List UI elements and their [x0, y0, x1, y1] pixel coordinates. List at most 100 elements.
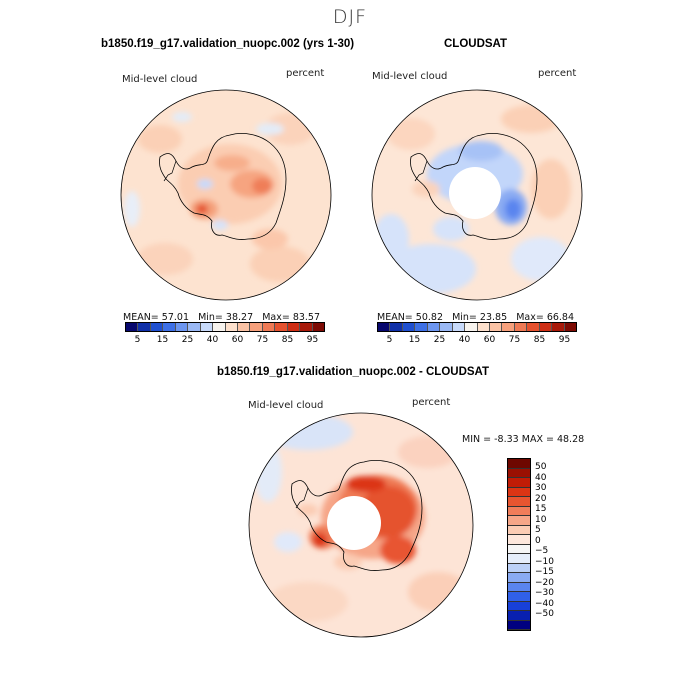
colorbar-swatch	[538, 323, 552, 331]
colorbar-model	[125, 322, 325, 332]
stats-line-model: MEAN= 57.01 Min= 38.27 Max= 83.57	[123, 312, 321, 323]
panel-title-cloudsat: CLOUDSAT	[444, 38, 508, 50]
colorbar-swatch	[464, 323, 477, 331]
colorbar-swatch	[414, 323, 427, 331]
colorbar-ticks-model: 5 15 25 40 60 75 85 95	[125, 335, 325, 347]
colorbar-swatch	[508, 468, 530, 478]
field-label: Mid-level cloud	[372, 71, 448, 82]
colorbar-swatch	[508, 487, 530, 497]
colorbar-swatch	[249, 323, 262, 331]
colorbar-tick-label: 75	[256, 335, 269, 345]
colorbar-tick-label: −5	[535, 546, 549, 556]
unit-label: percent	[538, 68, 577, 79]
colorbar-difference	[507, 458, 531, 631]
colorbar-swatch	[162, 323, 175, 331]
colorbar-swatch	[508, 525, 530, 535]
colorbar-swatch	[551, 323, 564, 331]
colorbar-swatch	[126, 323, 138, 331]
colorbar-swatch	[137, 323, 150, 331]
colorbar-tick-label: −10	[535, 556, 554, 567]
colorbar-tick-label: 15	[408, 335, 421, 345]
colorbar-swatch	[274, 323, 287, 331]
colorbar-tick-label: 40	[458, 335, 471, 345]
colorbar-tick-label: −30	[535, 588, 554, 598]
colorbar-swatch	[508, 535, 530, 545]
colorbar-swatch	[236, 323, 250, 331]
panel-title-model: b1850.f19_g17.validation_nuopc.002 (yrs …	[101, 38, 355, 50]
colorbar-cloudsat	[377, 322, 577, 332]
field-label: Mid-level cloud	[248, 400, 324, 411]
colorbar-swatch	[401, 323, 415, 331]
colorbar-swatch	[508, 582, 530, 592]
colorbar-tick-label: −20	[535, 577, 554, 588]
page-title: DJF	[332, 6, 368, 28]
colorbar-swatch	[149, 323, 163, 331]
colorbar-swatch	[439, 323, 452, 331]
colorbar-swatch	[508, 478, 530, 488]
colorbar-swatch	[508, 592, 530, 602]
stats-line-cloudsat: MEAN= 50.82 Min= 23.85 Max= 66.84	[377, 312, 575, 323]
colorbar-tick-label: 0	[535, 535, 541, 546]
colorbar-tick-label: 5	[386, 335, 393, 345]
colorbar-tick-label: 40	[535, 472, 547, 483]
colorbar-swatch	[508, 563, 530, 573]
colorbar-swatch	[508, 611, 530, 621]
colorbar-swatch	[299, 323, 312, 331]
colorbar-ticks-difference: 50 40 30 20 15 10 5 0 −5 −10 −15 −20 −30 −40 −50	[535, 458, 575, 628]
colorbar-swatch	[508, 506, 530, 516]
colorbar-swatch	[508, 573, 530, 583]
colorbar-swatch	[508, 620, 530, 630]
colorbar-swatch	[389, 323, 402, 331]
map-model-polar	[120, 89, 332, 301]
colorbar-tick-label: 60	[231, 335, 244, 345]
colorbar-tick-label: 15	[535, 504, 547, 514]
colorbar-tick-label: 25	[181, 335, 194, 345]
unit-label: percent	[286, 68, 325, 79]
map-cloudsat-polar	[371, 89, 583, 301]
colorbar-swatch	[508, 544, 530, 554]
colorbar-swatch	[451, 323, 465, 331]
colorbar-tick-label: 95	[558, 335, 571, 345]
colorbar-ticks-cloudsat: 5 15 25 40 60 75 85 95	[377, 335, 577, 347]
colorbar-tick-label: 25	[433, 335, 446, 345]
colorbar-swatch	[426, 323, 440, 331]
colorbar-swatch	[508, 601, 530, 611]
colorbar-tick-label: 5	[134, 335, 141, 345]
colorbar-tick-label: 15	[156, 335, 169, 345]
colorbar-swatch	[286, 323, 300, 331]
colorbar-tick-label: 85	[281, 335, 294, 345]
colorbar-tick-label: −50	[535, 609, 554, 619]
colorbar-tick-label: −15	[535, 567, 554, 577]
colorbar-swatch	[378, 323, 390, 331]
colorbar-tick-label: 20	[535, 493, 547, 504]
colorbar-swatch	[508, 459, 530, 469]
colorbar-swatch	[174, 323, 188, 331]
panel-title-difference: b1850.f19_g17.validation_nuopc.002 - CLO…	[217, 366, 490, 378]
map-difference-polar	[248, 412, 474, 638]
colorbar-swatch	[508, 497, 530, 507]
colorbar-tick-label: 85	[533, 335, 546, 345]
colorbar-tick-label: 10	[535, 514, 547, 525]
colorbar-swatch	[526, 323, 539, 331]
colorbar-swatch	[199, 323, 213, 331]
colorbar-tick-label: −40	[535, 598, 554, 609]
colorbar-tick-label: 50	[535, 462, 547, 472]
colorbar-tick-label: 75	[508, 335, 521, 345]
colorbar-tick-label: 30	[535, 483, 547, 493]
colorbar-swatch	[513, 323, 527, 331]
colorbar-swatch	[488, 323, 502, 331]
unit-label: percent	[412, 397, 451, 408]
stats-line-difference: MIN = -8.33 MAX = 48.28	[462, 434, 585, 445]
colorbar-swatch	[311, 323, 324, 331]
colorbar-tick-label: 5	[535, 525, 541, 535]
colorbar-swatch	[261, 323, 275, 331]
colorbar-swatch	[224, 323, 237, 331]
colorbar-swatch	[501, 323, 514, 331]
colorbar-swatch	[508, 516, 530, 526]
colorbar-swatch	[508, 554, 530, 564]
colorbar-tick-label: 40	[206, 335, 219, 345]
colorbar-swatch	[563, 323, 576, 331]
colorbar-swatch	[187, 323, 200, 331]
colorbar-tick-label: 60	[483, 335, 496, 345]
colorbar-swatch	[212, 323, 225, 331]
